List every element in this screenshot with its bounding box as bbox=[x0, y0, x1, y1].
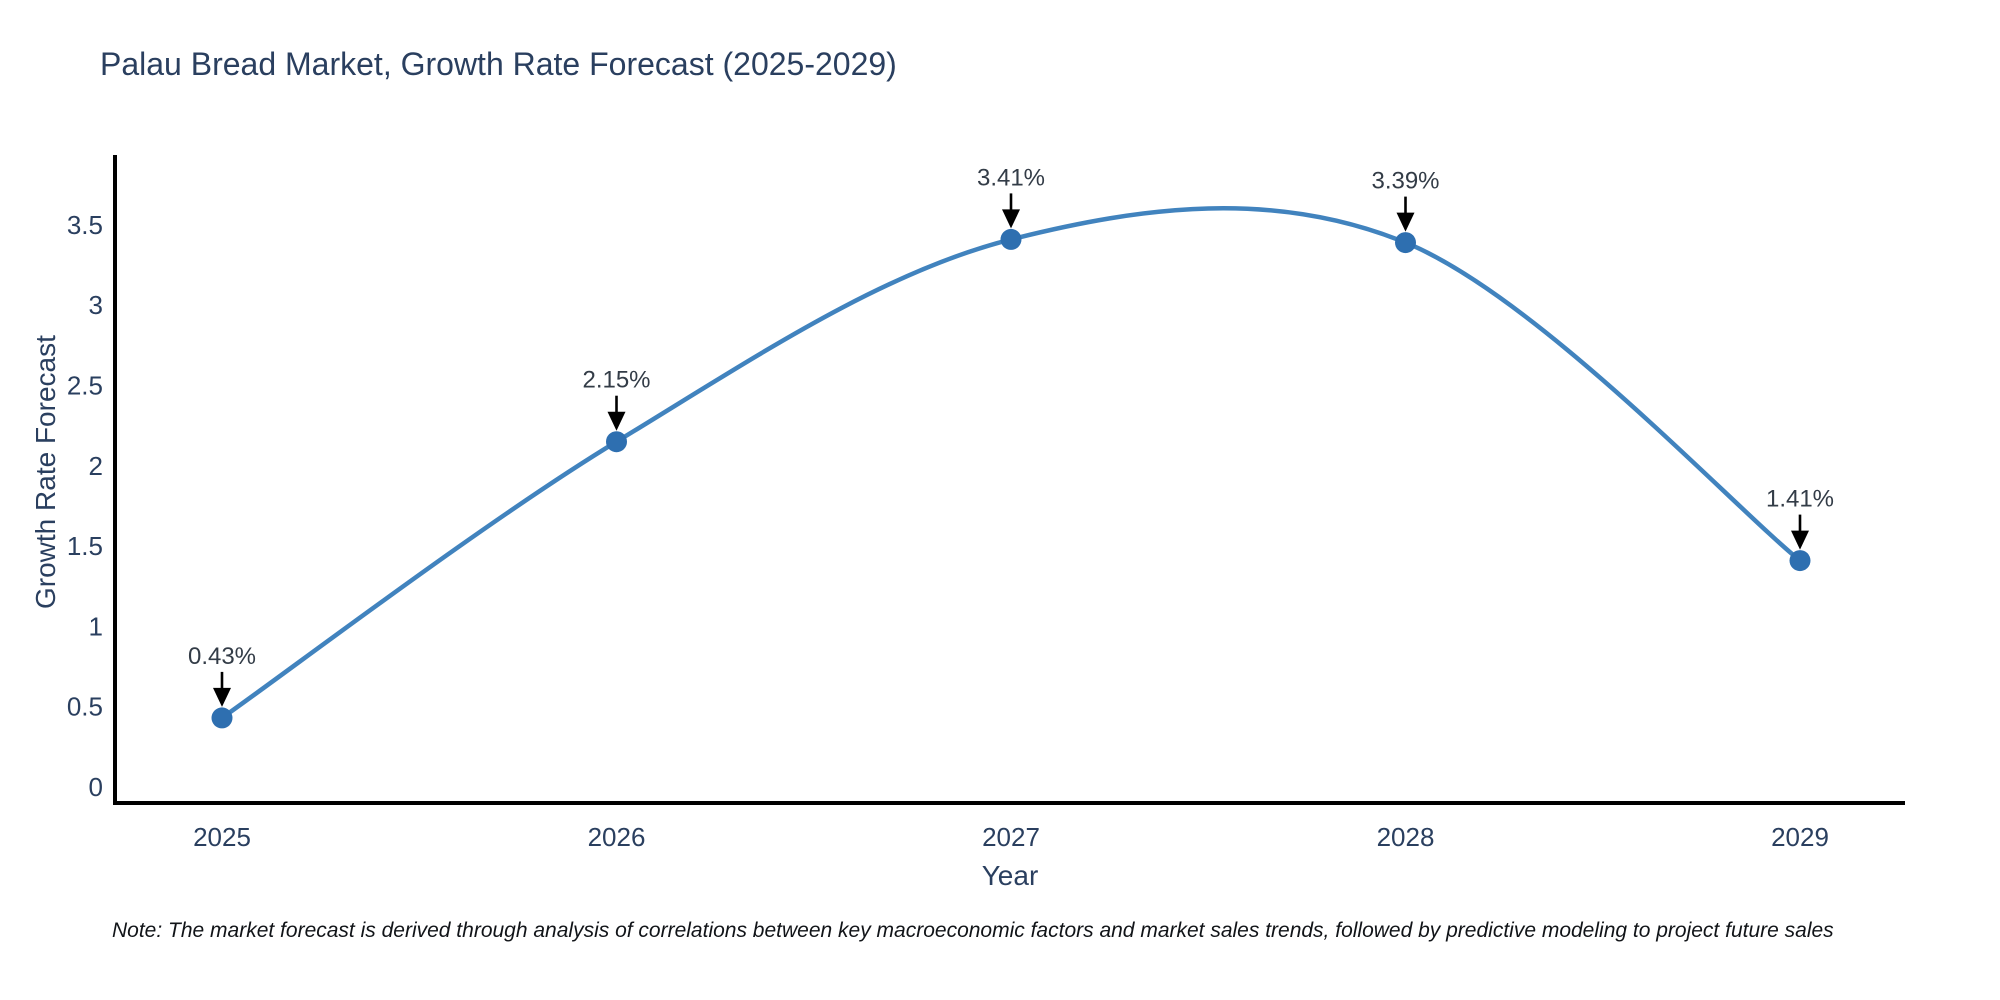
annotation-arrow-head bbox=[213, 687, 231, 707]
x-tick-label: 2025 bbox=[193, 822, 251, 852]
x-tick-label: 2029 bbox=[1771, 822, 1829, 852]
annotation-arrow-head bbox=[1396, 212, 1415, 232]
annotation-arrow-head bbox=[1002, 209, 1020, 229]
y-tick-label: 1 bbox=[89, 611, 103, 641]
y-tick-label: 3.5 bbox=[67, 210, 103, 240]
annotation-label: 0.43% bbox=[188, 643, 256, 670]
annotation-arrow-head bbox=[1791, 530, 1809, 550]
chart-title: Palau Bread Market, Growth Rate Forecast… bbox=[100, 46, 897, 82]
x-tick-label: 2026 bbox=[588, 822, 646, 852]
y-tick-label: 2.5 bbox=[67, 371, 103, 401]
x-tick-label: 2027 bbox=[982, 822, 1040, 852]
footnote: Note: The market forecast is derived thr… bbox=[112, 919, 1834, 942]
annotation-label: 3.39% bbox=[1371, 168, 1439, 195]
data-point-2026 bbox=[606, 431, 627, 453]
annotation-label: 2.15% bbox=[582, 367, 650, 394]
x-axis-title: Year bbox=[981, 860, 1039, 891]
annotation-label: 1.41% bbox=[1766, 486, 1834, 513]
data-point-2025 bbox=[211, 707, 233, 729]
y-tick-label: 2 bbox=[89, 451, 103, 481]
y-tick-label: 0.5 bbox=[67, 692, 103, 722]
x-tick-label: 2028 bbox=[1377, 822, 1435, 852]
data-point-2028 bbox=[1395, 232, 1416, 254]
annotation-label: 3.41% bbox=[977, 164, 1045, 191]
y-tick-label: 1.5 bbox=[67, 531, 103, 561]
data-point-2027 bbox=[1000, 228, 1022, 250]
y-tick-label: 3 bbox=[89, 290, 103, 320]
series-line bbox=[219, 206, 1803, 721]
data-point-2029 bbox=[1789, 550, 1811, 572]
annotation-arrow-head bbox=[607, 411, 626, 431]
y-tick-label: 0 bbox=[89, 772, 103, 802]
